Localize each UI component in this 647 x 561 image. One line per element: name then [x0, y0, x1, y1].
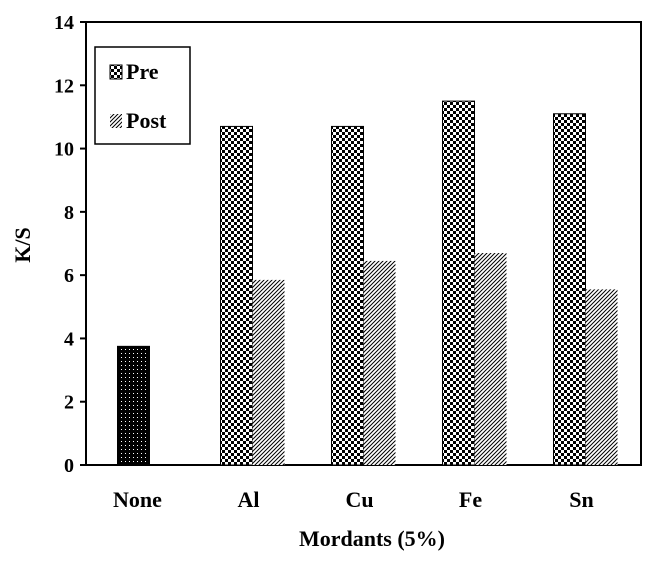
y-tick-label: 14: [54, 12, 74, 34]
legend-label-pre: Pre: [126, 59, 159, 84]
y-tick-label: 12: [54, 75, 74, 97]
x-tick-label: Sn: [569, 487, 593, 512]
bar-control-none: [117, 345, 150, 466]
x-axis: None Al Cu Fe Sn: [113, 487, 594, 512]
bar-pre-al: [220, 125, 253, 466]
x-tick-label: Cu: [345, 487, 373, 512]
bar-post-cu: [363, 260, 396, 465]
y-tick-label: 0: [64, 455, 74, 477]
x-axis-label: Mordants (5%): [299, 526, 445, 551]
legend-swatch-pre: [109, 64, 123, 80]
x-tick-label: Al: [238, 487, 260, 512]
y-axis: 0 2 4 6 8 10 12 14: [54, 12, 86, 477]
legend-swatch-post: [110, 114, 122, 128]
x-tick-label: None: [113, 487, 162, 512]
bar-pre-fe: [442, 100, 475, 466]
y-tick-label: 4: [64, 328, 74, 350]
y-tick-label: 2: [64, 392, 74, 414]
legend: Pre Post: [94, 46, 191, 145]
bar-post-fe: [474, 252, 507, 465]
bar-post-sn: [585, 289, 618, 465]
y-axis-label: K/S: [10, 227, 35, 262]
bars-group: [117, 100, 618, 466]
bar-post-al: [252, 279, 285, 465]
bar-pre-cu: [331, 125, 364, 466]
x-tick-label: Fe: [459, 487, 482, 512]
legend-label-post: Post: [126, 108, 167, 133]
y-tick-label: 6: [64, 265, 74, 287]
y-tick-label: 8: [64, 202, 74, 224]
y-tick-label: 10: [54, 139, 74, 161]
bar-pre-sn: [553, 113, 586, 466]
